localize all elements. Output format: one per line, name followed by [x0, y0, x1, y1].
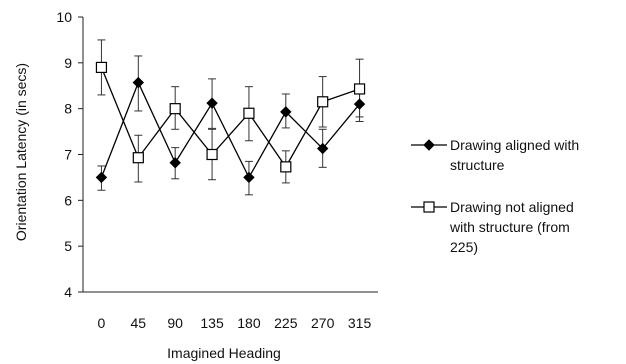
data-point-square [95, 61, 108, 74]
data-point-square [132, 152, 144, 164]
series-markers [95, 61, 366, 184]
data-point-square [280, 161, 292, 173]
y-tick-label: 5 [64, 238, 72, 254]
series-line-2 [100, 67, 360, 169]
data-point-square [353, 83, 366, 95]
y-axis-label: Orientation Latency (in secs) [13, 63, 29, 241]
data-point-diamond [353, 98, 366, 110]
y-tick-label: 6 [64, 192, 72, 208]
x-tick-label: 135 [200, 315, 224, 331]
y-tick-label: 7 [64, 147, 72, 163]
x-tick-label: 180 [237, 315, 261, 331]
x-tick-label: 270 [311, 315, 335, 331]
x-axis-label: Imagined Heading [167, 345, 281, 361]
axes [82, 17, 378, 293]
y-tick-label: 9 [64, 55, 72, 71]
data-point-diamond [280, 106, 292, 118]
x-ticks: 0 45 90 135 180 225 270 315 [98, 315, 372, 331]
y-ticks: 4 5 6 7 8 9 10 [56, 9, 83, 300]
data-point-square [206, 148, 218, 161]
y-tick-label: 4 [64, 284, 72, 300]
x-tick-label: 225 [274, 315, 298, 331]
data-point-diamond [243, 171, 255, 184]
x-tick-label: 90 [167, 315, 183, 331]
data-point-square [169, 103, 181, 115]
data-point-diamond [95, 171, 108, 184]
legend-label-not-aligned: Drawing not aligned with structure (from… [450, 199, 574, 255]
y-tick-label: 8 [64, 101, 72, 117]
data-point-diamond [206, 97, 218, 109]
series-lines [100, 67, 361, 179]
data-point-diamond [169, 157, 181, 169]
x-tick-label: 0 [98, 315, 106, 331]
legend-marker-square [423, 201, 435, 213]
series-line-1 [100, 80, 361, 179]
x-tick-label: 45 [131, 315, 147, 331]
legend-label-aligned: Drawing aligned with structure [450, 137, 580, 173]
error-bars [97, 39, 364, 196]
data-point-diamond [132, 76, 145, 89]
legend-marker-diamond [423, 139, 435, 151]
data-point-square [243, 107, 255, 119]
legend [411, 139, 447, 213]
data-point-square [317, 96, 329, 108]
y-tick-label: 10 [56, 9, 72, 25]
data-point-diamond [316, 142, 329, 155]
x-tick-label: 315 [348, 315, 372, 331]
